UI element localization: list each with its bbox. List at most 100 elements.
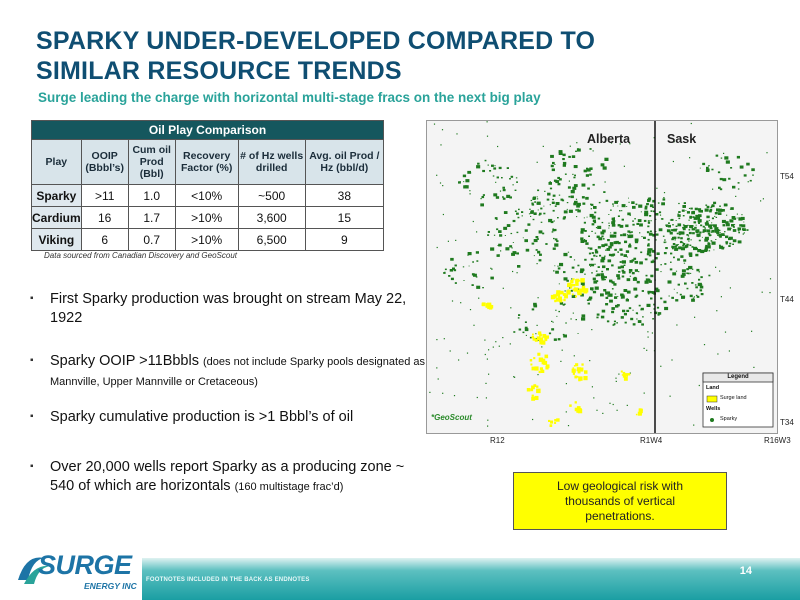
well-cluster-mark: [602, 229, 606, 233]
well-cluster-mark: [536, 203, 538, 205]
well-cluster-mark: [557, 176, 560, 180]
well-scatter-mark: [486, 121, 488, 123]
well-cluster-mark: [504, 235, 506, 236]
well-cluster-mark: [562, 158, 565, 161]
well-cluster-mark: [648, 232, 653, 236]
well-cluster-mark: [587, 187, 590, 190]
well-cluster-mark: [688, 231, 692, 235]
bullet-note: (160 multistage frac’d): [234, 481, 344, 493]
well-cluster-mark: [672, 236, 675, 240]
well-scatter-mark: [647, 336, 649, 338]
table-title: Oil Play Comparison: [31, 120, 384, 140]
well-cluster-mark: [729, 219, 734, 223]
well-cluster-mark: [706, 220, 709, 223]
well-cluster-mark: [650, 210, 653, 212]
well-cluster-mark: [728, 177, 731, 180]
well-cluster-mark: [637, 320, 642, 323]
well-cluster-mark: [683, 262, 686, 264]
well-scatter-mark: [717, 353, 719, 355]
well-cluster-mark: [685, 210, 687, 211]
well-cluster-mark: [667, 280, 672, 284]
well-cluster-mark: [462, 266, 465, 268]
well-cluster-mark: [682, 224, 685, 226]
well-cluster-mark: [553, 270, 555, 272]
well-cluster-mark: [621, 210, 623, 212]
well-cluster-mark: [632, 277, 638, 281]
well-scatter-mark: [455, 239, 457, 241]
range-label-r16w3: R16W3: [764, 436, 791, 445]
well-cluster-mark: [696, 268, 700, 272]
well-cluster-mark: [606, 320, 610, 323]
well-cluster-mark: [676, 232, 679, 235]
well-cluster-mark: [558, 151, 563, 155]
well-cluster-mark: [568, 209, 573, 213]
well-cluster-mark: [725, 235, 729, 239]
well-scatter-mark: [476, 396, 478, 399]
well-cluster-mark: [537, 189, 540, 192]
well-cluster-mark: [538, 230, 543, 234]
well-cluster-mark: [709, 210, 712, 213]
well-cluster-mark: [634, 247, 638, 250]
well-cluster-mark: [622, 233, 627, 237]
table-cell: 1.7: [127, 206, 176, 229]
well-cluster-mark: [619, 248, 623, 251]
well-cluster-mark: [475, 276, 478, 278]
well-scatter-mark: [488, 349, 490, 351]
well-cluster-mark: [699, 285, 704, 289]
well-cluster-mark: [709, 208, 713, 211]
well-scatter-mark: [441, 129, 444, 131]
well-cluster-mark: [652, 199, 656, 203]
well-cluster-mark: [683, 202, 686, 204]
well-cluster-mark: [625, 250, 630, 253]
well-scatter-mark: [595, 227, 598, 229]
surge-land-mark: [570, 279, 574, 284]
well-cluster-mark: [551, 320, 553, 322]
well-cluster-mark: [503, 226, 508, 230]
well-cluster-mark: [689, 215, 692, 218]
well-cluster-mark: [704, 227, 706, 229]
well-cluster-mark: [533, 239, 538, 243]
well-cluster-mark: [647, 248, 652, 252]
well-scatter-mark: [577, 148, 579, 150]
well-cluster-mark: [553, 179, 557, 182]
well-cluster-mark: [524, 326, 528, 329]
well-cluster-mark: [552, 321, 554, 323]
surge-land-mark: [637, 411, 642, 416]
well-cluster-mark: [703, 229, 706, 231]
well-cluster-mark: [707, 242, 711, 246]
well-cluster-mark: [644, 207, 648, 210]
well-cluster-mark: [700, 285, 702, 287]
well-cluster-mark: [631, 201, 635, 204]
well-cluster-mark: [620, 265, 624, 269]
surge-land-mark: [539, 333, 542, 337]
well-cluster-mark: [706, 215, 710, 219]
surge-land-mark: [575, 295, 577, 298]
well-cluster-mark: [585, 242, 589, 245]
surge-land-mark: [548, 419, 551, 422]
well-cluster-mark: [628, 244, 632, 248]
surge-land-mark: [531, 385, 535, 390]
table-source-note: Data sourced from Canadian Discovery and…: [44, 251, 237, 260]
well-cluster-mark: [627, 234, 629, 236]
well-cluster-mark: [493, 234, 496, 236]
well-scatter-mark: [716, 310, 718, 312]
well-cluster-mark: [531, 242, 535, 245]
well-cluster-mark: [705, 246, 707, 248]
surge-land-mark: [534, 395, 539, 400]
well-cluster-mark: [644, 213, 649, 217]
well-cluster-mark: [601, 256, 606, 260]
well-cluster-mark: [718, 212, 722, 215]
well-cluster-mark: [626, 298, 628, 300]
well-cluster-mark: [482, 194, 485, 196]
well-cluster-mark: [548, 182, 552, 185]
well-cluster-mark: [703, 226, 705, 228]
well-scatter-mark: [433, 123, 436, 125]
well-cluster-mark: [505, 247, 510, 251]
well-scatter-mark: [565, 411, 567, 413]
well-cluster-mark: [556, 315, 558, 317]
well-cluster-mark: [580, 231, 584, 234]
well-cluster-mark: [695, 214, 700, 218]
well-cluster-mark: [623, 289, 628, 292]
well-cluster-mark: [728, 245, 731, 247]
well-cluster-mark: [694, 207, 698, 211]
